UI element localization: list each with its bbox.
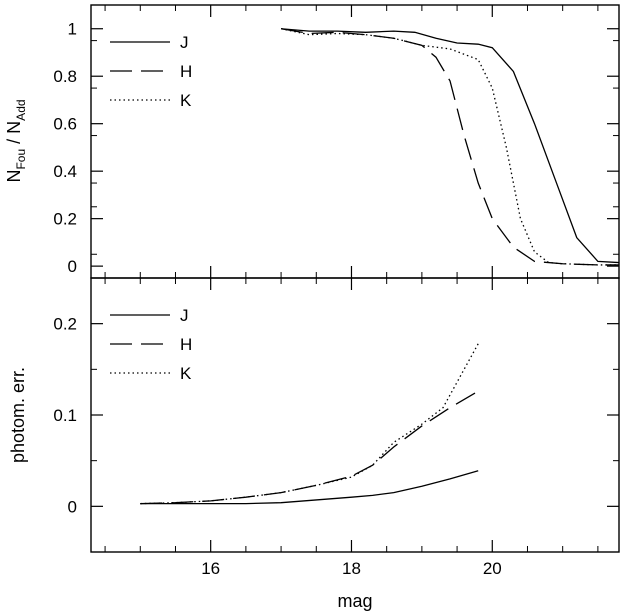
legend-label-H-top: H	[180, 62, 192, 81]
y-tick-label-top: 0.6	[53, 115, 77, 134]
x-tick-label: 20	[483, 559, 502, 578]
y-tick-label-bottom: 0	[68, 497, 77, 516]
bottom-panel-series	[140, 343, 479, 505]
x-axis-label: mag	[337, 591, 372, 611]
series-line-K-top	[280, 28, 619, 266]
y-tick-label-top: 0	[68, 257, 77, 276]
y-tick-label-top: 0.4	[53, 162, 77, 181]
y-tick-label-top: 0.2	[53, 210, 77, 229]
y-tick-label-bottom: 0.2	[53, 315, 77, 334]
series-line-K-bottom	[140, 343, 479, 505]
ylabel-sub2: Add	[14, 99, 28, 120]
x-tick-label: 16	[201, 559, 220, 578]
ylabel-n2: N	[4, 121, 24, 134]
series-line-H-top	[280, 28, 619, 266]
ylabel-n1: N	[4, 170, 24, 183]
legend-label-K-bottom: K	[180, 364, 192, 383]
top-panel-ticks: 0 0.2 0.4 0.6 0.8 1	[53, 5, 619, 278]
ylabel-slash: /	[4, 139, 24, 144]
bottom-panel-frame	[90, 277, 620, 553]
top-panel-frame	[90, 4, 620, 279]
top-panel: 00.20.40.60.81 JHK NFou / NAdd	[4, 4, 620, 279]
top-panel-legend: JHK	[110, 33, 192, 110]
series-line-H-bottom	[140, 390, 479, 505]
legend-label-J-bottom: J	[180, 306, 189, 325]
bottom-panel-y-axis-label: photom. err.	[8, 367, 28, 463]
y-tick-label-bottom: 0.1	[53, 406, 77, 425]
top-panel-series	[280, 28, 620, 266]
legend-label-H-bottom: H	[180, 335, 192, 354]
top-panel-y-axis-label: NFou / NAdd	[4, 99, 28, 182]
series-line-J-top	[281, 28, 620, 264]
legend-label-K-top: K	[180, 91, 192, 110]
x-tick-label: 18	[342, 559, 361, 578]
ylabel-sub1: Fou	[14, 149, 28, 170]
series-line-J-bottom	[140, 470, 479, 505]
bottom-panel: 0 0.1 0.2 16 18 20 JHK photom. err. mag	[8, 277, 620, 611]
legend-label-J-top: J	[180, 33, 189, 52]
y-tick-label-top: 0.8	[53, 67, 77, 86]
y-tick-label-top: 1	[68, 20, 77, 39]
bottom-panel-legend: JHK	[110, 306, 192, 383]
bottom-panel-ticks: 0 0.1 0.2 16 18 20	[53, 277, 619, 578]
